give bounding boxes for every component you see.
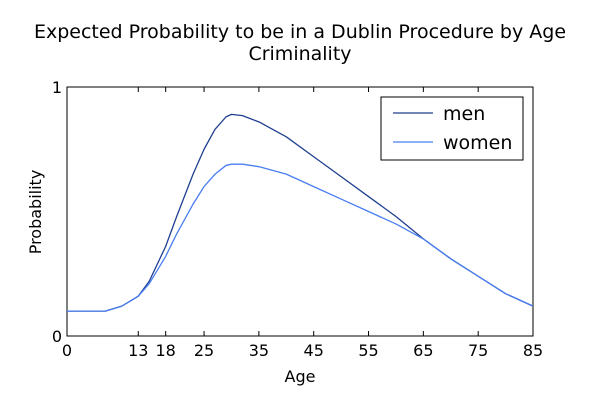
y-tick-label: 0 — [52, 327, 62, 346]
x-tick-label: 25 — [194, 341, 214, 360]
x-tick-label: 75 — [468, 341, 488, 360]
x-tick-label: 65 — [413, 341, 433, 360]
legend-box — [380, 96, 524, 161]
x-tick-label: 18 — [156, 341, 176, 360]
x-tick-label: 35 — [249, 341, 269, 360]
x-tick-label: 13 — [128, 341, 148, 360]
ticks: 0 13 18 25 35 45 55 65 75 85 0 1 — [52, 78, 543, 360]
chart-title-line-1: Expected Probability to be in a Dublin P… — [34, 21, 566, 43]
legend: men women — [380, 96, 524, 161]
legend-label-women: women — [443, 132, 512, 154]
series-lines — [67, 113, 534, 312]
series-line-women — [67, 163, 534, 312]
x-tick-label: 0 — [62, 341, 72, 360]
x-tick-label: 85 — [523, 341, 543, 360]
x-tick-label: 45 — [304, 341, 324, 360]
y-axis-label: Probability — [26, 170, 45, 255]
y-tick-label: 1 — [52, 78, 62, 97]
chart-title-line-2: Criminality — [248, 43, 351, 65]
x-tick-label: 55 — [358, 341, 378, 360]
legend-label-men: men — [443, 103, 485, 125]
x-axis-label: Age — [285, 367, 316, 386]
